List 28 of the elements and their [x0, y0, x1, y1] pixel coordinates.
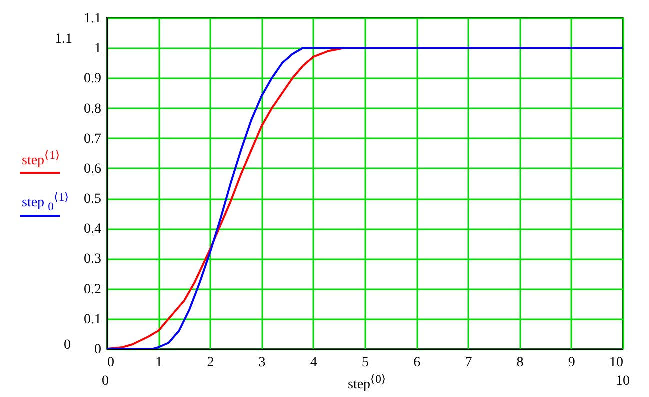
x-axis-title: step$^{⟨0⟩}$: [348, 372, 386, 394]
y-tick-label: 0.5: [84, 192, 102, 208]
text: 10: [616, 374, 630, 390]
y-tick-label: 0.8: [84, 102, 102, 117]
y-tick-label: 0.7: [84, 132, 102, 147]
x-tick-label: 2: [207, 356, 214, 370]
y-tick-label: 1.1: [84, 12, 102, 26]
y-tick-label: 0: [94, 342, 102, 358]
y-tick-label: 0.1: [84, 312, 102, 328]
y-tick-label: 0.6: [84, 162, 102, 177]
x-tick-label: 9: [568, 356, 576, 370]
x-tick-label: 1: [156, 356, 163, 370]
x-tick-label: 6: [414, 356, 421, 370]
x-tick-label: 4: [310, 356, 318, 370]
y-tick-label: 0.3: [84, 252, 102, 268]
x-tick-label: 10: [610, 356, 624, 370]
y-tick-label: 0.9: [84, 72, 102, 87]
x-tick-label: 5: [362, 356, 369, 370]
x-tick-label: 0: [108, 356, 114, 370]
x-tick-label: 7: [465, 356, 472, 370]
text: 1.1: [55, 32, 72, 48]
x-tick-label: 3: [258, 356, 266, 370]
y-tick-label: 0.2: [84, 282, 102, 298]
y-tick-label: 1: [94, 42, 102, 57]
x-tick-label: 8: [516, 356, 524, 370]
text: step$^{⟨1⟩}$: [21, 148, 60, 170]
y-tick-label: 0.4: [84, 222, 102, 238]
text: 0: [64, 338, 71, 354]
